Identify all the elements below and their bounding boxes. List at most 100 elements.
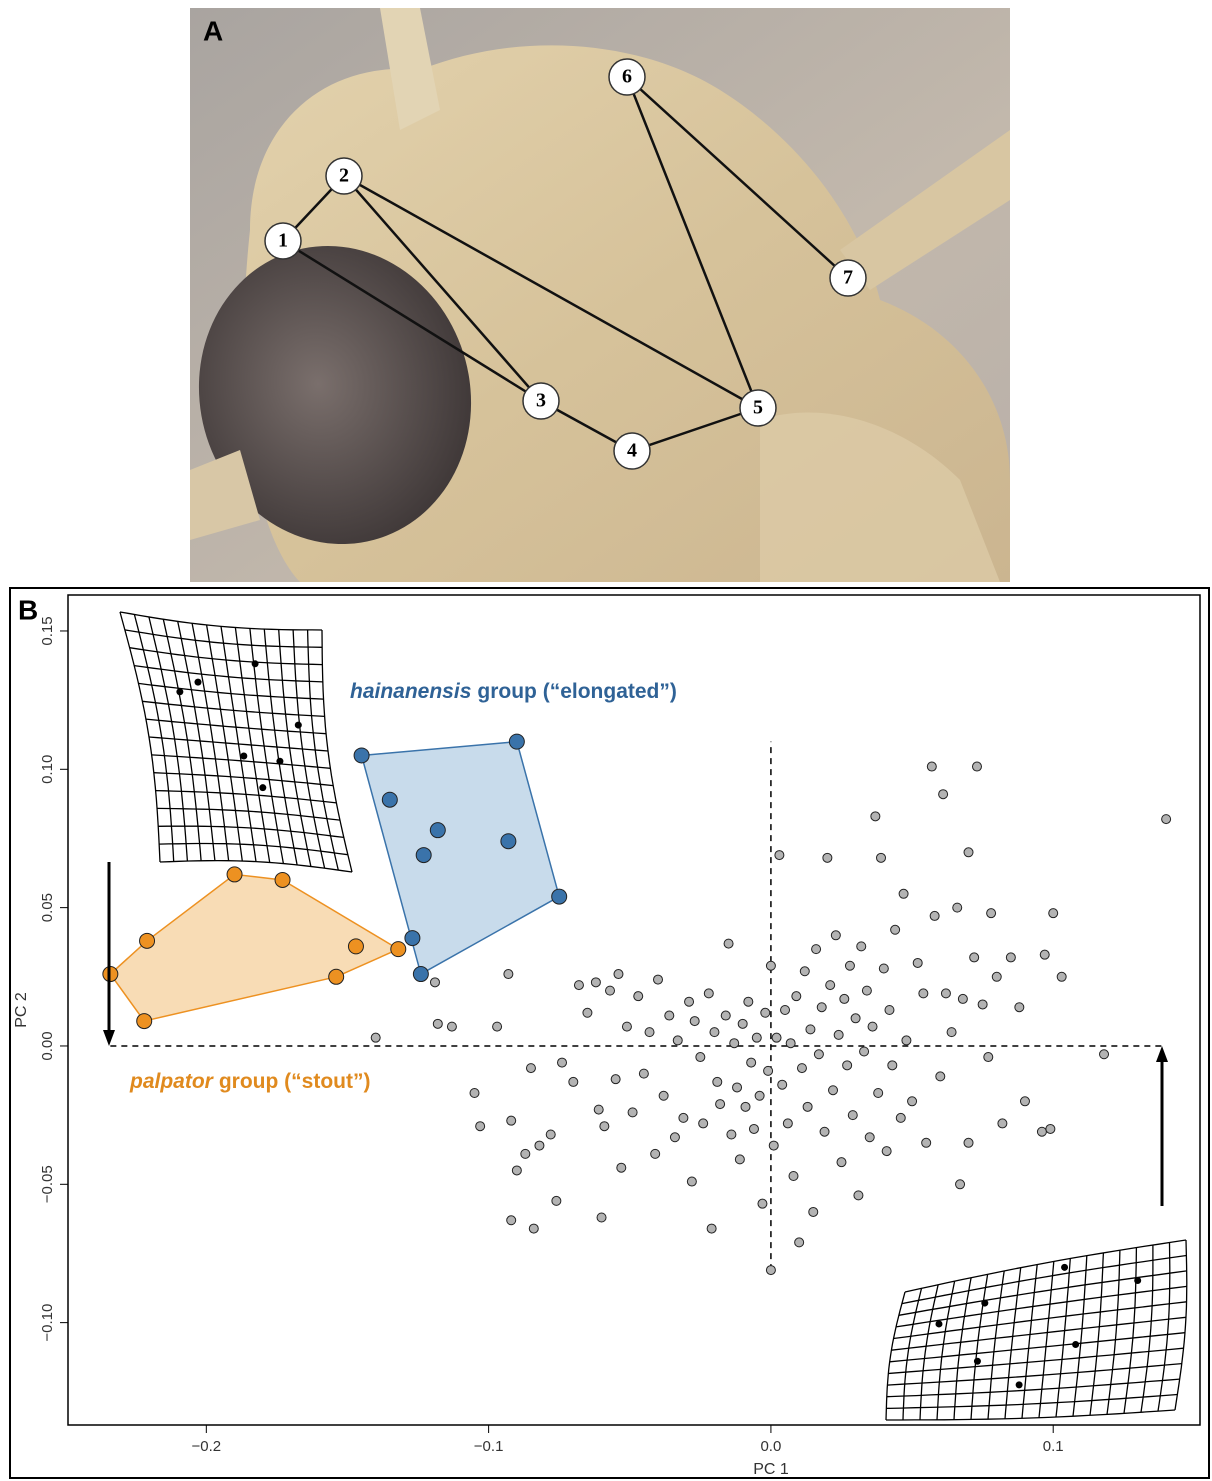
group-hull [109, 873, 400, 1022]
point [226, 866, 243, 883]
point [715, 1099, 726, 1110]
grid-line [895, 1285, 1187, 1328]
point [901, 1035, 912, 1046]
point [746, 1057, 757, 1068]
point [1161, 814, 1172, 825]
point [720, 1010, 731, 1021]
grid-line [159, 859, 353, 873]
point [678, 1112, 689, 1123]
point [811, 944, 822, 955]
landmark-dot [294, 721, 302, 729]
point [712, 1076, 723, 1087]
y-tick-label: 0.00 [39, 1031, 56, 1060]
point [616, 1162, 627, 1173]
landmark-dot [1061, 1263, 1069, 1271]
point [844, 960, 855, 971]
grid-line [145, 718, 327, 735]
point [926, 761, 937, 772]
grid-line [885, 1291, 906, 1421]
y-axis-title: PC 2 [13, 992, 30, 1028]
grid-line [901, 1254, 1187, 1305]
annotation-text: group (“elongated”) [477, 680, 676, 703]
point [813, 1049, 824, 1060]
point [672, 1035, 683, 1046]
photo [190, 8, 1010, 582]
point [929, 910, 940, 921]
point [613, 969, 624, 980]
annotation-italic: palpator [129, 1070, 215, 1093]
point [768, 1140, 779, 1151]
grid-line [158, 825, 344, 839]
grid-line [156, 807, 341, 821]
point [698, 1118, 709, 1129]
landmark [522, 382, 560, 420]
point [771, 1032, 782, 1043]
landmark-label: 6 [622, 66, 632, 88]
point [983, 1052, 994, 1063]
landmark-dot [251, 660, 259, 668]
point [873, 1088, 884, 1098]
point [921, 1137, 932, 1148]
grid-line [970, 1274, 989, 1420]
landmark [739, 389, 777, 427]
point [969, 952, 980, 963]
grid-line [891, 1316, 1186, 1351]
grid-line [886, 1393, 1178, 1410]
point [870, 811, 881, 822]
point [545, 1129, 556, 1140]
landmark-dot [973, 1357, 981, 1365]
point [664, 1010, 675, 1021]
point [429, 977, 440, 988]
point [748, 1123, 759, 1134]
grid-line [134, 664, 323, 683]
panel-frame [9, 587, 1210, 1479]
point [881, 1146, 892, 1157]
grid-line [142, 700, 325, 718]
grid-line [148, 736, 329, 752]
point [528, 1223, 539, 1234]
point [782, 1118, 793, 1129]
point [703, 988, 714, 999]
plot: −0.2 −0.1 0.0 0.1 −0.10 −0.05 0.00 0.05 0.10 0.15… [39, 594, 1201, 1455]
point [940, 988, 951, 999]
grid-line [119, 611, 323, 631]
point [912, 957, 923, 968]
point [887, 1060, 898, 1071]
grid-line [1038, 1261, 1055, 1418]
point [907, 1096, 918, 1107]
point [774, 850, 785, 861]
point [963, 847, 974, 858]
point [861, 985, 872, 996]
annotation: hainanensis group (“elongated”) [350, 680, 677, 703]
point [551, 888, 568, 905]
point [652, 974, 663, 985]
point [328, 968, 345, 985]
point [751, 1032, 762, 1043]
point [971, 761, 982, 772]
plot-frame [67, 594, 1201, 1426]
grid-line [138, 682, 324, 700]
landmark-link [625, 76, 760, 409]
point [353, 747, 370, 764]
point [732, 1082, 743, 1093]
point [997, 1118, 1008, 1129]
grid-line [987, 1270, 1005, 1420]
y-tick-label: −0.10 [39, 1304, 56, 1342]
grid-line [887, 1362, 1182, 1386]
point [1056, 971, 1067, 982]
panel-label: A [203, 15, 223, 46]
landmark-dot [240, 752, 248, 760]
point [726, 1129, 737, 1140]
point [957, 993, 968, 1004]
landmark-dot [935, 1320, 943, 1328]
landmark-label: 4 [627, 440, 637, 462]
panel-label: B [18, 594, 38, 625]
point [1014, 1002, 1025, 1013]
point [743, 996, 754, 1007]
point [808, 1206, 819, 1217]
point [469, 1088, 480, 1098]
point [475, 1121, 486, 1132]
point [709, 1027, 720, 1038]
y-tick-label: −0.05 [39, 1165, 56, 1203]
grid-line [159, 842, 348, 856]
